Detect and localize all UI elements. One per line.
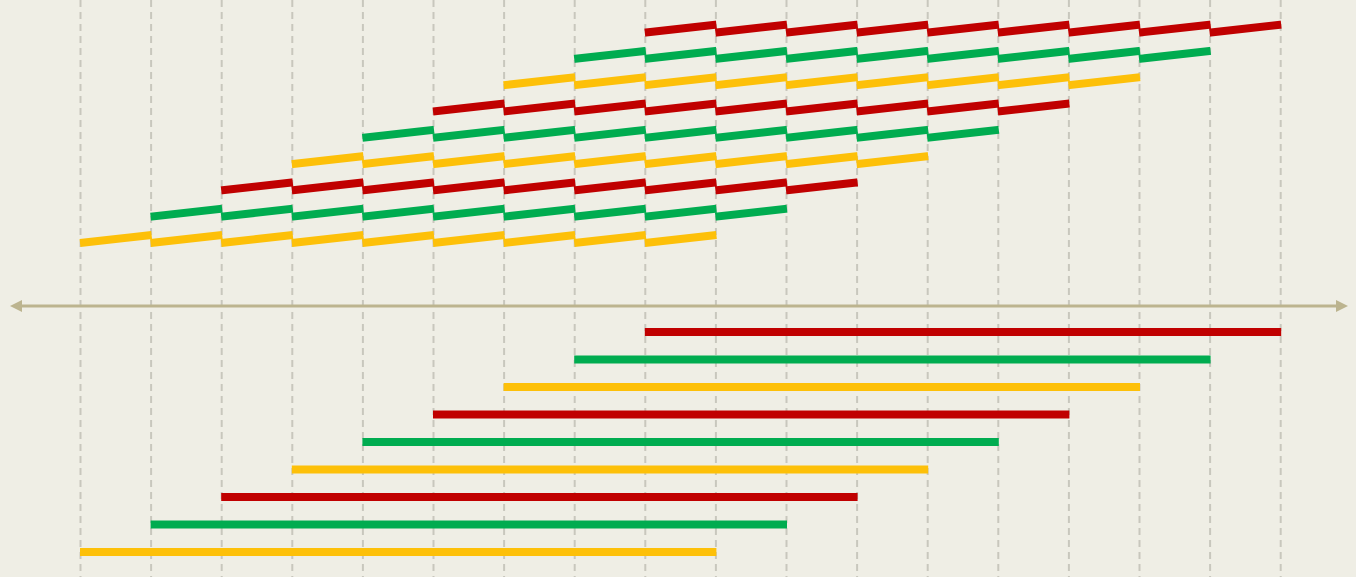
bar-segment — [714, 46, 788, 63]
bar-segment — [714, 99, 788, 116]
bar-segment — [150, 231, 223, 247]
bar-segment — [361, 178, 435, 195]
bar-segment — [926, 20, 1000, 37]
segmented-bars-panel — [79, 20, 1282, 247]
bar-segment — [503, 178, 576, 195]
bar-segment — [785, 46, 859, 63]
bar-segment — [785, 20, 859, 37]
bar-segment — [856, 99, 929, 116]
axis-arrow-right — [1336, 300, 1348, 312]
bar-segment — [644, 125, 717, 142]
bar-segment — [432, 231, 506, 247]
bar-segment — [926, 46, 1000, 63]
vertical-gridlines — [79, 0, 1282, 577]
bar-segment — [714, 20, 788, 37]
bar-segment — [856, 125, 929, 142]
bar-segment — [573, 178, 647, 195]
bar-segment — [220, 231, 294, 247]
bar-segment — [503, 231, 576, 247]
bar-segment — [997, 99, 1070, 116]
bar-segment — [997, 46, 1070, 63]
bar-segment — [432, 204, 506, 221]
bar-segment — [856, 73, 929, 90]
bar-segment — [503, 204, 576, 221]
bar-segment — [573, 204, 647, 221]
bar-segment — [291, 204, 364, 221]
bar-segment — [714, 125, 788, 142]
horizontal-axis — [10, 300, 1348, 312]
bar-segment — [714, 73, 788, 90]
bar-segment — [926, 73, 1000, 90]
bar-segment — [856, 20, 929, 37]
straight-bars-panel — [80, 328, 1282, 556]
bar-segment — [1209, 20, 1282, 37]
bar-segment — [714, 178, 788, 195]
bar-segment — [785, 178, 859, 195]
bar-segment — [714, 204, 788, 221]
bar-segment — [1138, 20, 1212, 37]
bar-segment — [573, 125, 647, 142]
bar-segment — [573, 99, 647, 116]
bar-segment — [291, 231, 364, 247]
bar-segment — [856, 46, 929, 63]
bar-segment — [644, 46, 717, 63]
bar-segment — [644, 231, 717, 247]
bar-segment — [503, 152, 576, 169]
bar-segment — [220, 178, 294, 195]
bar-segment — [644, 20, 717, 37]
bar-segment — [573, 231, 647, 247]
bar-segment — [1067, 20, 1141, 37]
bar-segment — [503, 99, 576, 116]
bar-segment — [573, 73, 647, 90]
bar-segment — [361, 125, 435, 142]
bar-segment — [432, 152, 506, 169]
bar-segment — [573, 46, 647, 63]
bar-segment — [503, 73, 576, 90]
bar-segment — [644, 99, 717, 116]
bar-segment — [785, 152, 859, 169]
bar-segment — [361, 204, 435, 221]
bar-segment — [1067, 73, 1141, 90]
bar-segment — [291, 152, 364, 169]
bar-segment — [503, 125, 576, 142]
bar-segment — [150, 204, 223, 221]
bar-segment — [926, 99, 1000, 116]
bar-segment — [926, 125, 1000, 142]
bar-segment — [785, 125, 859, 142]
bar-segment — [714, 152, 788, 169]
bar-segment — [432, 178, 506, 195]
bar-segment — [644, 73, 717, 90]
bar-segment — [432, 99, 506, 116]
bar-segment — [79, 231, 153, 247]
axis-arrow-left — [10, 300, 22, 312]
bar-segment — [432, 125, 506, 142]
bar-segment — [644, 204, 717, 221]
bar-segment — [856, 152, 929, 169]
bar-segment — [291, 178, 364, 195]
bar-segment — [1067, 46, 1141, 63]
bar-segment — [785, 99, 859, 116]
bar-segment — [220, 204, 294, 221]
bar-segment — [573, 152, 647, 169]
bar-segment — [644, 152, 717, 169]
bar-segment — [785, 73, 859, 90]
bar-segment — [361, 152, 435, 169]
bar-segment — [644, 178, 717, 195]
bar-segment — [1138, 46, 1212, 63]
bar-segment — [997, 20, 1070, 37]
bar-segment — [361, 231, 435, 247]
bar-segment — [997, 73, 1070, 90]
